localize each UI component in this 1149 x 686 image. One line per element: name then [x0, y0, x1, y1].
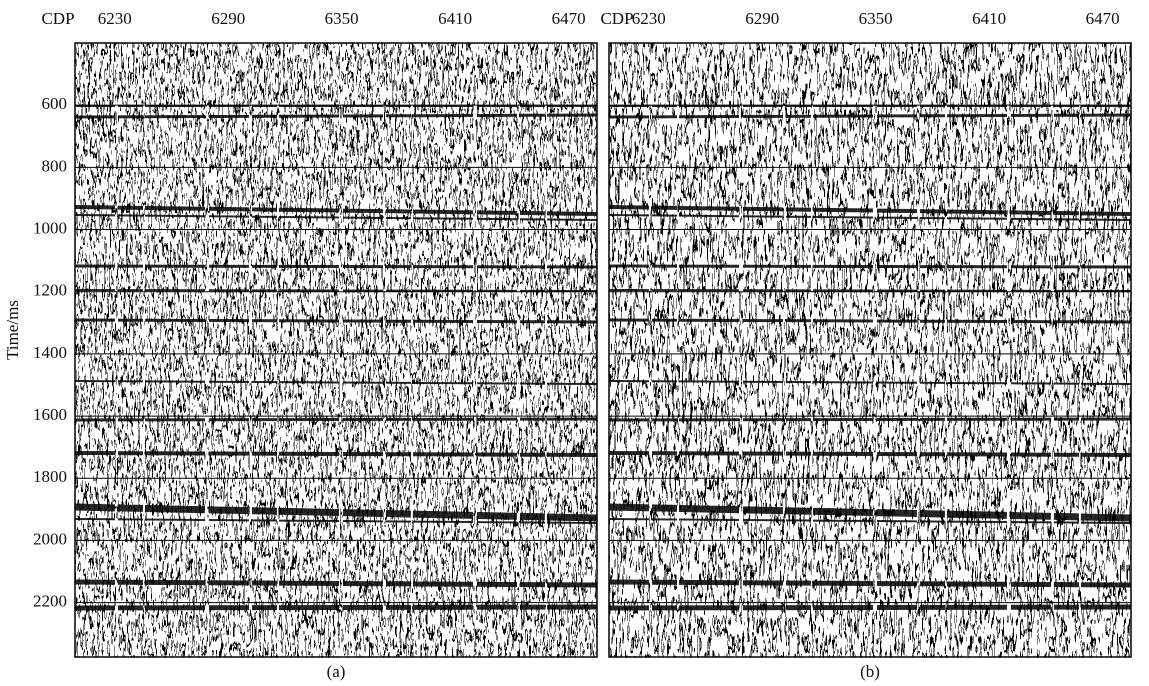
x-tick-label: 6410	[438, 9, 472, 28]
plot-frame	[74, 42, 598, 658]
reflector	[609, 214, 1131, 221]
reflector	[609, 289, 1131, 292]
reflector	[75, 417, 597, 422]
reflector	[75, 579, 597, 588]
reflector	[609, 318, 1131, 324]
x-tick-label: 6410	[972, 9, 1006, 28]
reflector	[609, 604, 1131, 611]
seismic-texture	[609, 43, 1131, 657]
reflector	[75, 604, 597, 611]
x-axis-label: CDP	[600, 9, 633, 28]
x-tick-label: 6470	[552, 9, 586, 28]
reflector	[609, 451, 1131, 457]
reflector	[75, 451, 597, 457]
y-tick-label: 2000	[33, 529, 67, 548]
seismic-section	[609, 43, 1131, 657]
y-tick-label: 600	[42, 94, 68, 113]
reflector	[609, 503, 1131, 522]
x-tick-label: 6470	[1086, 9, 1120, 28]
y-tick-label: 1800	[33, 467, 67, 486]
y-tick-label: 1600	[33, 405, 67, 424]
y-tick-label: 1000	[33, 218, 67, 237]
reflector	[75, 113, 597, 119]
x-tick-label: 6290	[745, 9, 779, 28]
reflector	[75, 318, 597, 324]
reflector	[609, 205, 1131, 216]
panel-caption: (b)	[860, 662, 880, 681]
y-tick-label: 800	[42, 156, 68, 175]
x-tick-label: 6230	[632, 9, 666, 28]
x-tick-label: 6230	[98, 9, 132, 28]
reflector	[609, 417, 1131, 422]
seismic-texture	[75, 43, 597, 657]
panel-caption: (a)	[327, 662, 346, 681]
x-tick-label: 6290	[211, 9, 245, 28]
reflector	[609, 380, 1131, 385]
y-tick-label: 1200	[33, 281, 67, 300]
y-axis-label: Time/ms	[3, 300, 22, 360]
reflector	[609, 113, 1131, 119]
reflector	[75, 289, 597, 292]
x-axis-label: CDP	[41, 9, 74, 28]
reflector	[75, 205, 597, 216]
reflector	[75, 380, 597, 385]
reflector	[75, 518, 597, 524]
x-tick-label: 6350	[325, 9, 359, 28]
reflector	[609, 579, 1131, 588]
reflector	[75, 214, 597, 221]
y-tick-label: 2200	[33, 592, 67, 611]
seismic-section	[75, 43, 597, 657]
reflector	[609, 264, 1131, 269]
y-tick-label: 1400	[33, 343, 67, 362]
reflector	[75, 264, 597, 269]
plot-frame	[608, 42, 1132, 658]
reflector	[609, 518, 1131, 524]
x-tick-label: 6350	[859, 9, 893, 28]
reflector	[75, 503, 597, 522]
